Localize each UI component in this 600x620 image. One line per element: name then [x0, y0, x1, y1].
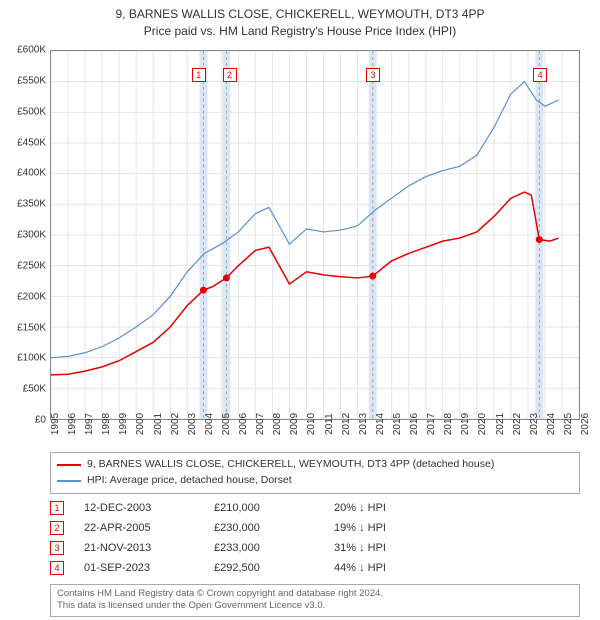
- transactions-table: 1 12-DEC-2003£210,00020% ↓ HPI 2 22-APR-200…: [50, 498, 580, 578]
- transaction-price: £292,500: [214, 562, 334, 574]
- x-axis-label: 2026: [580, 413, 591, 435]
- y-axis-label: £250K: [17, 260, 46, 271]
- y-axis-label: £150K: [17, 322, 46, 333]
- x-axis-label: 2011: [324, 413, 335, 435]
- legend-swatch: [57, 480, 81, 482]
- title-block: 9, BARNES WALLIS CLOSE, CHICKERELL, WEYM…: [0, 0, 600, 40]
- x-axis-label: 2023: [529, 413, 540, 435]
- transaction-row: 2 22-APR-2005£230,00019% ↓ HPI: [50, 518, 580, 538]
- transaction-diff: 44% ↓ HPI: [334, 562, 454, 574]
- transaction-row: 1 12-DEC-2003£210,00020% ↓ HPI: [50, 498, 580, 518]
- y-axis-label: £600K: [17, 45, 46, 56]
- y-axis-label: £350K: [17, 199, 46, 210]
- event-marker-box: 3: [366, 68, 380, 82]
- x-axis-label: 2012: [341, 413, 352, 435]
- event-marker-box: 2: [223, 68, 237, 82]
- title-line-2: Price paid vs. HM Land Registry's House …: [0, 23, 600, 40]
- transaction-price: £233,000: [214, 542, 334, 554]
- transaction-date: 21-NOV-2013: [84, 542, 214, 554]
- x-axis-label: 2008: [272, 413, 283, 435]
- legend-item: 9, BARNES WALLIS CLOSE, CHICKERELL, WEYM…: [57, 457, 573, 473]
- legend-swatch: [57, 464, 81, 466]
- y-axis-label: £50K: [23, 384, 46, 395]
- x-axis-label: 2020: [477, 413, 488, 435]
- x-axis-label: 2018: [443, 413, 454, 435]
- transaction-date: 12-DEC-2003: [84, 502, 214, 514]
- x-axis-label: 2024: [546, 413, 557, 435]
- transaction-diff: 20% ↓ HPI: [334, 502, 454, 514]
- y-axis-label: £500K: [17, 106, 46, 117]
- x-axis-label: 2015: [392, 413, 403, 435]
- x-axis-label: 1996: [67, 413, 78, 435]
- y-axis-label: £0: [35, 415, 46, 426]
- footer-line-2: This data is licensed under the Open Gov…: [57, 600, 573, 612]
- x-axis-label: 1999: [118, 413, 129, 435]
- x-axis-label: 1995: [50, 413, 61, 435]
- event-marker-box: 4: [533, 68, 547, 82]
- x-axis-label: 2001: [153, 413, 164, 435]
- transaction-date: 01-SEP-2023: [84, 562, 214, 574]
- y-axis-label: £550K: [17, 75, 46, 86]
- title-line-1: 9, BARNES WALLIS CLOSE, CHICKERELL, WEYM…: [0, 6, 600, 23]
- legend: 9, BARNES WALLIS CLOSE, CHICKERELL, WEYM…: [50, 452, 580, 494]
- chart-area: £0£50K£100K£150K£200K£250K£300K£350K£400…: [50, 50, 580, 420]
- x-axis-label: 2019: [460, 413, 471, 435]
- x-axis-label: 2005: [221, 413, 232, 435]
- transaction-marker: 2: [50, 521, 64, 535]
- transaction-marker: 3: [50, 541, 64, 555]
- transaction-price: £210,000: [214, 502, 334, 514]
- y-axis-label: £200K: [17, 291, 46, 302]
- x-axis-label: 2009: [289, 413, 300, 435]
- x-axis-label: 2003: [187, 413, 198, 435]
- x-axis-label: 2022: [512, 413, 523, 435]
- y-axis-label: £300K: [17, 230, 46, 241]
- x-axis-label: 2016: [409, 413, 420, 435]
- x-axis-label: 2021: [495, 413, 506, 435]
- legend-label: HPI: Average price, detached house, Dors…: [87, 473, 292, 489]
- x-axis-label: 1997: [84, 413, 95, 435]
- transaction-marker: 4: [50, 561, 64, 575]
- y-axis-label: £450K: [17, 137, 46, 148]
- x-axis-label: 2002: [170, 413, 181, 435]
- footer-attribution: Contains HM Land Registry data © Crown c…: [50, 584, 580, 617]
- transaction-date: 22-APR-2005: [84, 522, 214, 534]
- x-axis-label: 2006: [238, 413, 249, 435]
- x-axis-label: 2025: [563, 413, 574, 435]
- x-axis-label: 2004: [204, 413, 215, 435]
- x-axis-label: 2007: [255, 413, 266, 435]
- x-axis-label: 1998: [101, 413, 112, 435]
- transaction-diff: 19% ↓ HPI: [334, 522, 454, 534]
- event-marker-box: 1: [192, 68, 206, 82]
- transaction-marker: 1: [50, 501, 64, 515]
- transaction-price: £230,000: [214, 522, 334, 534]
- y-axis-label: £100K: [17, 353, 46, 364]
- x-axis-label: 2010: [306, 413, 317, 435]
- legend-label: 9, BARNES WALLIS CLOSE, CHICKERELL, WEYM…: [87, 457, 494, 473]
- line-chart: [50, 50, 580, 420]
- legend-item: HPI: Average price, detached house, Dors…: [57, 473, 573, 489]
- transaction-row: 3 21-NOV-2013£233,00031% ↓ HPI: [50, 538, 580, 558]
- x-axis-label: 2000: [135, 413, 146, 435]
- footer-line-1: Contains HM Land Registry data © Crown c…: [57, 588, 573, 600]
- transaction-diff: 31% ↓ HPI: [334, 542, 454, 554]
- page-container: 9, BARNES WALLIS CLOSE, CHICKERELL, WEYM…: [0, 0, 600, 620]
- y-axis-label: £400K: [17, 168, 46, 179]
- x-axis-label: 2013: [358, 413, 369, 435]
- transaction-row: 4 01-SEP-2023£292,50044% ↓ HPI: [50, 558, 580, 578]
- x-axis-label: 2017: [426, 413, 437, 435]
- x-axis-label: 2014: [375, 413, 386, 435]
